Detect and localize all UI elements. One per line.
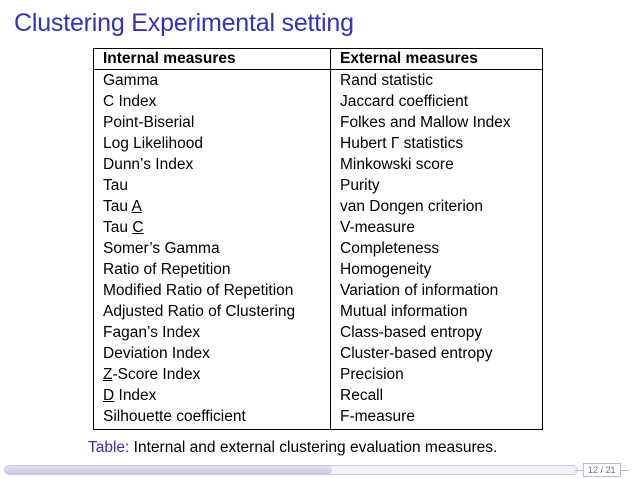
slide-progress-bar[interactable] bbox=[4, 465, 578, 475]
internal-measure: Tau C bbox=[93, 217, 331, 238]
header-internal-measures: Internal measures bbox=[93, 48, 331, 70]
internal-measure: Tau bbox=[93, 175, 331, 196]
internal-measure: Log Likelihood bbox=[93, 133, 331, 154]
table-row: Somer’s Gamma Completeness bbox=[93, 238, 543, 259]
internal-measure: Tau A bbox=[93, 196, 331, 217]
internal-measure: Dunn’s Index bbox=[93, 154, 331, 175]
internal-measure: C Index bbox=[93, 91, 331, 112]
internal-measure: Deviation Index bbox=[93, 343, 331, 364]
table-row: Silhouette coefficient F-measure bbox=[93, 406, 543, 430]
table-row: Gamma Rand statistic bbox=[93, 69, 543, 91]
internal-measure-prefix: Tau bbox=[103, 198, 132, 215]
internal-measure: Adjusted Ratio of Clustering bbox=[93, 301, 331, 322]
internal-measure: Modified Ratio of Repetition bbox=[93, 280, 331, 301]
internal-measure-suffix: -Score Index bbox=[112, 366, 201, 383]
internal-measure: Ratio of Repetition bbox=[93, 259, 331, 280]
external-measure: Rand statistic bbox=[340, 72, 434, 89]
external-measure: Purity bbox=[340, 177, 380, 194]
external-measure: Completeness bbox=[340, 240, 440, 257]
table-caption: Table: Internal and external clustering … bbox=[88, 439, 497, 457]
external-measure: van Dongen criterion bbox=[340, 198, 484, 215]
external-measure: Precision bbox=[340, 366, 404, 383]
table-row: Point-Biserial Folkes and Mallow Index bbox=[93, 112, 543, 133]
header-external-measures: External measures bbox=[330, 48, 543, 70]
measures-table: Internal measures External measures Gamm… bbox=[93, 48, 543, 430]
external-measure: Class-based entropy bbox=[340, 324, 483, 341]
internal-measure-prefix: Tau bbox=[103, 219, 133, 236]
slide-title: Clustering Experimental setting bbox=[14, 9, 354, 37]
internal-measure: Gamma bbox=[93, 69, 331, 91]
external-measure: Mutual information bbox=[340, 303, 468, 320]
external-measure: Homogeneity bbox=[340, 261, 432, 278]
internal-measure-suffix: Index bbox=[114, 387, 157, 404]
table-row: Dunn’s Index Minkowski score bbox=[93, 154, 543, 175]
external-measure: Variation of information bbox=[340, 282, 499, 299]
table-row: Deviation Index Cluster-based entropy bbox=[93, 343, 543, 364]
internal-measure-underlined: C bbox=[132, 219, 144, 236]
table-header-row: Internal measures External measures bbox=[93, 48, 543, 70]
internal-measure: Z-Score Index bbox=[93, 364, 331, 385]
external-measure: Hubert Γ statistics bbox=[340, 135, 464, 152]
table-row: Log Likelihood Hubert Γ statistics bbox=[93, 133, 543, 154]
external-measure: Minkowski score bbox=[340, 156, 454, 173]
table-row: Z-Score Index Precision bbox=[93, 364, 543, 385]
internal-measure: Somer’s Gamma bbox=[93, 238, 331, 259]
table-row: Modified Ratio of Repetition Variation o… bbox=[93, 280, 543, 301]
table-row: Adjusted Ratio of Clustering Mutual info… bbox=[93, 301, 543, 322]
table-row: D Index Recall bbox=[93, 385, 543, 406]
external-measure: Cluster-based entropy bbox=[340, 345, 493, 362]
page-counter[interactable]: 12 / 21 bbox=[575, 463, 628, 477]
internal-measure: Fagan’s Index bbox=[93, 322, 331, 343]
internal-measure: Point-Biserial bbox=[93, 112, 331, 133]
table-row: Tau A van Dongen criterion bbox=[93, 196, 543, 217]
external-measure: F-measure bbox=[340, 408, 415, 425]
external-measure: Jaccard coefficient bbox=[340, 93, 469, 110]
internal-measure-underlined: Z bbox=[103, 366, 113, 383]
table-row: Fagan’s Index Class-based entropy bbox=[93, 322, 543, 343]
table-row: Tau Purity bbox=[93, 175, 543, 196]
caption-label: Table: bbox=[88, 439, 130, 456]
table-row: C Index Jaccard coefficient bbox=[93, 91, 543, 112]
external-measure: V-measure bbox=[340, 219, 415, 236]
internal-measure: Silhouette coefficient bbox=[93, 406, 331, 430]
external-measure: Recall bbox=[340, 387, 384, 404]
slide-progress-fill bbox=[5, 466, 332, 474]
internal-measure: D Index bbox=[93, 385, 331, 406]
external-measure: Folkes and Mallow Index bbox=[340, 114, 511, 131]
internal-measure-underlined: A bbox=[131, 198, 142, 215]
table-row: Ratio of Repetition Homogeneity bbox=[93, 259, 543, 280]
table-row: Tau C V-measure bbox=[93, 217, 543, 238]
internal-measure-underlined: D bbox=[103, 387, 115, 404]
caption-text: Internal and external clustering evaluat… bbox=[129, 439, 498, 456]
